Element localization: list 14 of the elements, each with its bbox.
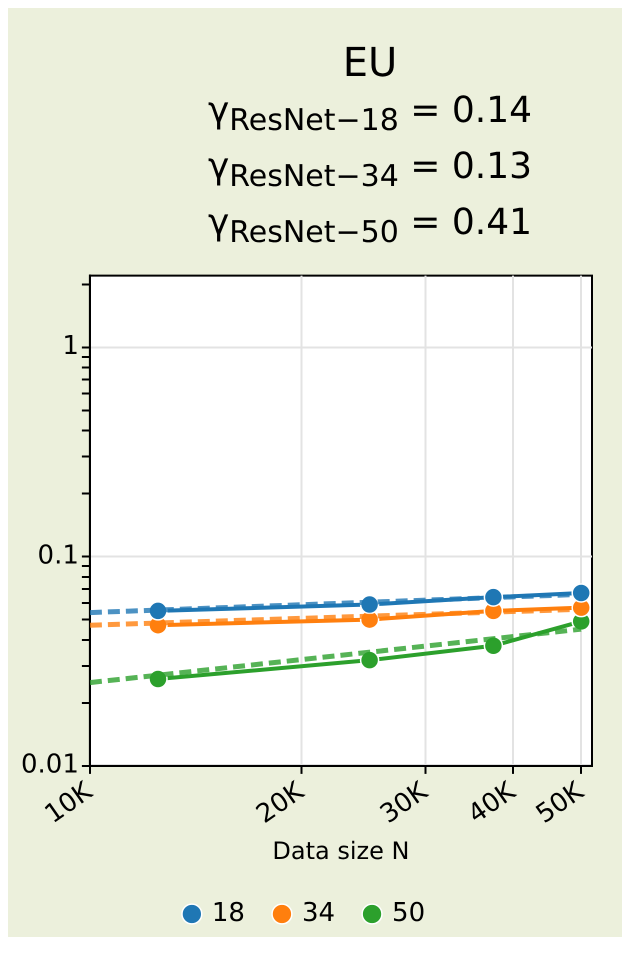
- text: γ$_{ResNet−34}$ = 0.13: [206, 145, 534, 196]
- x-axis-title: Data size N: [272, 836, 410, 864]
- text: γ$_{ResNet−18}$ = 0.14: [206, 89, 534, 140]
- legend-label: 34: [302, 897, 336, 928]
- y-tick-label: 0.1: [38, 540, 79, 570]
- legend-label: 18: [212, 897, 245, 928]
- x-tick-label: 50K: [530, 775, 590, 830]
- x-tick-label: 40K: [462, 775, 522, 830]
- x-tick-label: 30K: [374, 775, 434, 830]
- text: γ$_{ResNet−50}$ = 0.41: [206, 201, 534, 253]
- x-tick-label: 20K: [251, 775, 310, 830]
- legend-label: 50: [392, 897, 426, 928]
- y-tick-label: 1: [62, 330, 79, 361]
- chart-title: EU: [342, 39, 398, 88]
